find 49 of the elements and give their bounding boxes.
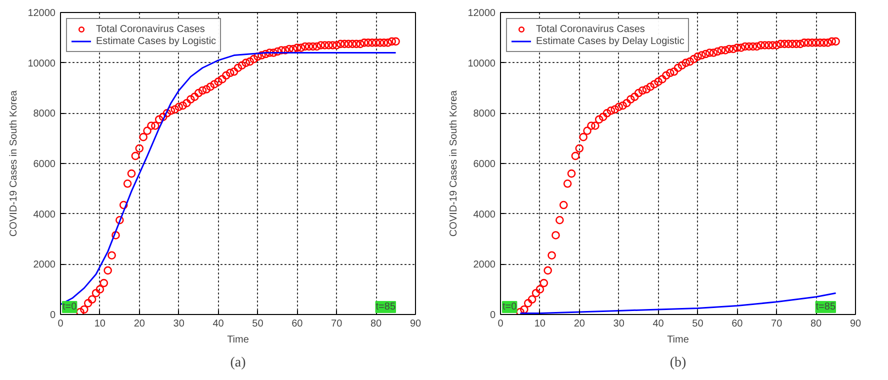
x-tick-label: 30 [173,318,185,330]
x-tick-label: 10 [534,318,546,330]
annotation: t=85 [376,302,396,312]
x-tick-label: 60 [732,318,744,330]
x-tick-label: 40 [212,318,224,330]
y-tick-label: 8000 [473,108,496,120]
y-tick-label: 0 [50,310,56,321]
legend-label: Estimate Cases by Logistic [96,35,216,47]
line-series [519,292,837,314]
y-tick-label: 6000 [33,159,56,170]
annotation: t=0 [502,302,518,312]
x-tick-label: 60 [292,318,304,330]
x-tick-label: 90 [410,318,422,330]
x-tick-label: 70 [331,318,343,330]
x-tick-label: 70 [771,318,783,330]
y-tick-label: 10000 [468,58,496,70]
x-tick-label: 20 [134,318,146,330]
x-tick-label: 50 [692,318,704,330]
x-tick-label: 40 [652,318,664,330]
y-tick-label: 2000 [473,260,496,271]
y-tick-label: 8000 [33,108,56,120]
y-axis-title: COVID-19 Cases in South Korea [448,90,460,237]
x-axis-title: Time [227,334,250,346]
text: (a) [230,356,246,370]
x-tick-label: 10 [94,318,106,330]
x-axis-title: Time [667,334,690,346]
x-tick-label: 0 [498,318,504,330]
legend-label: Total Coronavirus Cases [536,23,645,35]
annotation: t=0 [62,302,78,312]
x-tick-label: 20 [574,318,586,330]
y-tick-label: 12000 [468,8,496,19]
legend-label: Total Coronavirus Cases [96,23,205,35]
y-tick-label: 6000 [473,159,496,170]
legend-label: Estimate Cases by Delay Logistic [536,35,684,47]
y-tick-label: 4000 [33,209,56,220]
y-tick-label: 2000 [33,260,56,271]
annotation: t=85 [816,302,836,312]
y-tick-label: 0 [490,310,496,321]
x-tick-label: 50 [252,318,264,330]
x-tick-label: 80 [370,318,382,330]
y-tick-label: 4000 [473,209,496,220]
x-tick-label: 80 [810,318,822,330]
x-tick-label: 30 [613,318,625,330]
y-tick-label: 12000 [28,8,56,19]
y-tick-label: 10000 [28,58,56,70]
y-axis-title: COVID-19 Cases in South Korea [8,90,20,237]
x-tick-label: 0 [58,318,64,330]
text: (b) [670,356,686,370]
x-tick-label: 90 [850,318,862,330]
